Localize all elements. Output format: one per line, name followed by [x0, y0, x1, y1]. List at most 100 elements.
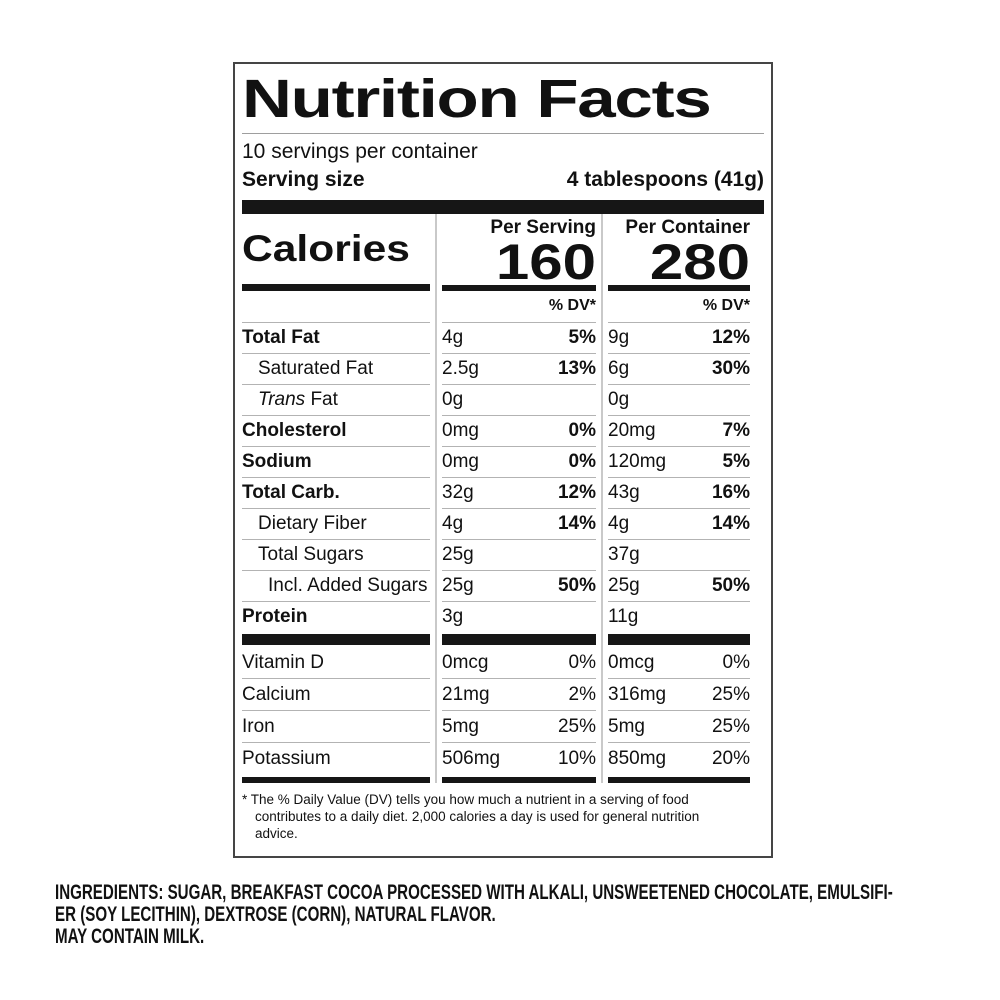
amount: 0g — [442, 389, 464, 410]
amount: 37g — [608, 544, 640, 565]
calories-label: Calories — [242, 228, 410, 269]
calories-header-row: Calories Per Serving 160 Per Container 2… — [242, 214, 764, 291]
footnote: * The % Daily Value (DV) tells you how m… — [242, 783, 764, 856]
section-divider-bars — [242, 632, 764, 647]
amount: 0mg — [442, 451, 479, 472]
per-container-cell: Per Container 280 — [608, 214, 750, 291]
per-serving-values: 25g 50% — [442, 570, 596, 601]
per-container-values: 316mg 25% — [608, 678, 750, 710]
row-protein: Protein 3g 11g — [242, 601, 764, 632]
daily-value: 0% — [568, 420, 596, 441]
per-container-values: 120mg 5% — [608, 446, 750, 477]
per-serving-values: 0mcg 0% — [442, 647, 596, 678]
nutrient-name: Iron — [242, 710, 430, 742]
ingredients-line: ER (SOY LECITHIN), DEXTROSE (CORN), NATU… — [55, 903, 496, 926]
daily-value: 25% — [557, 716, 596, 737]
per-serving-values: 2.5g 13% — [442, 353, 596, 384]
amount: 25g — [608, 575, 640, 596]
daily-value: 0% — [568, 451, 596, 472]
nutrient-name: Total Sugars — [242, 539, 430, 570]
amount: 5mg — [442, 716, 479, 737]
amount: 11g — [608, 606, 639, 627]
bottom-divider-bars — [242, 774, 764, 783]
ingredients-line: MAY CONTAIN MILK. — [55, 925, 205, 948]
nutrient-name: Total Fat — [242, 322, 430, 353]
nutrient-name: Total Carb. — [242, 477, 430, 508]
row-iron: Iron 5mg 25% 5mg 25% — [242, 710, 764, 742]
daily-value: 20% — [711, 748, 750, 769]
nutrient-name: Trans Fat — [242, 384, 430, 415]
calories-per-container: 280 — [649, 234, 750, 290]
daily-value: 5% — [722, 451, 750, 472]
calories-underline-bar — [242, 284, 430, 291]
row-calcium: Calcium 21mg 2% 316mg 25% — [242, 678, 764, 710]
nutrient-name: Protein — [242, 601, 430, 632]
nutrient-name: Saturated Fat — [242, 353, 430, 384]
daily-value: 5% — [568, 327, 596, 348]
dv-header-spacer — [242, 291, 430, 322]
per-container-values: 11g — [608, 601, 750, 632]
daily-value: 16% — [711, 482, 750, 503]
per-serving-values: 4g 5% — [442, 322, 596, 353]
column-divider-2 — [601, 214, 603, 783]
daily-value: 10% — [557, 748, 596, 769]
per-serving-values: 0g — [442, 384, 596, 415]
nutrient-name: Sodium — [242, 446, 430, 477]
amount: 6g — [608, 358, 630, 379]
nutrient-name: Cholesterol — [242, 415, 430, 446]
per-serving-values: 21mg 2% — [442, 678, 596, 710]
thick-bar — [608, 777, 750, 783]
per-container-values: 0mcg 0% — [608, 647, 750, 678]
col-header-per-serving: Per Serving — [490, 217, 596, 238]
dv-header-row: % DV* % DV* — [242, 291, 764, 322]
nutrition-facts-label: Nutrition Facts 10 servings per containe… — [233, 62, 773, 858]
thick-bar — [242, 634, 430, 645]
calories-underline-bar — [442, 285, 596, 291]
amount: 32g — [442, 482, 474, 503]
row-total-carb: Total Carb. 32g 12% 43g 16% — [242, 477, 764, 508]
ingredients-line: INGREDIENTS: SUGAR, BREAKFAST COCOA PROC… — [55, 881, 893, 904]
column-divider-1 — [435, 214, 437, 783]
per-container-values: 6g 30% — [608, 353, 750, 384]
row-dietary-fiber: Dietary Fiber 4g 14% 4g 14% — [242, 508, 764, 539]
thick-bar — [442, 777, 596, 783]
footnote-line: * The % Daily Value (DV) tells you how m… — [242, 792, 689, 807]
amount: 4g — [608, 513, 630, 534]
ingredients-text: INGREDIENTS: SUGAR, BREAKFAST COCOA PROC… — [55, 882, 991, 948]
amount: 0mcg — [442, 652, 489, 673]
calories-cell: Calories — [242, 214, 430, 291]
nutrient-name: Potassium — [242, 742, 430, 774]
nutrient-name: Calcium — [242, 678, 430, 710]
amount: 25g — [442, 575, 474, 596]
per-serving-values: 5mg 25% — [442, 710, 596, 742]
amount: 2.5g — [442, 358, 479, 379]
per-container-values: 25g 50% — [608, 570, 750, 601]
per-container-values: 5mg 25% — [608, 710, 750, 742]
per-container-values: 37g — [608, 539, 750, 570]
amount: 20mg — [608, 420, 656, 441]
calories-per-serving: 160 — [495, 234, 596, 290]
row-added-sugars: Incl. Added Sugars 25g 50% 25g 50% — [242, 570, 764, 601]
title-divider — [242, 133, 764, 134]
amount: 120mg — [608, 451, 667, 472]
footnote-line: advice. — [255, 826, 298, 841]
nutrient-name: Dietary Fiber — [242, 508, 430, 539]
per-serving-values: 0mg 0% — [442, 446, 596, 477]
daily-value: 14% — [711, 513, 750, 534]
thick-bar — [242, 777, 430, 783]
per-serving-values: 4g 14% — [442, 508, 596, 539]
row-trans-fat: Trans Fat 0g 0g — [242, 384, 764, 415]
daily-value: 12% — [711, 327, 750, 348]
amount: 43g — [608, 482, 640, 503]
daily-value: 2% — [568, 684, 596, 705]
nutrient-name: Incl. Added Sugars — [242, 570, 430, 601]
amount: 9g — [608, 327, 630, 348]
daily-value: 0% — [568, 652, 596, 673]
row-total-fat: Total Fat 4g 5% 9g 12% — [242, 322, 764, 353]
nutrition-table: Calories Per Serving 160 Per Container 2… — [242, 214, 764, 783]
thick-bar — [608, 634, 750, 645]
row-sodium: Sodium 0mg 0% 120mg 5% — [242, 446, 764, 477]
nutrient-name: Vitamin D — [242, 652, 325, 673]
per-serving-values: 32g 12% — [442, 477, 596, 508]
